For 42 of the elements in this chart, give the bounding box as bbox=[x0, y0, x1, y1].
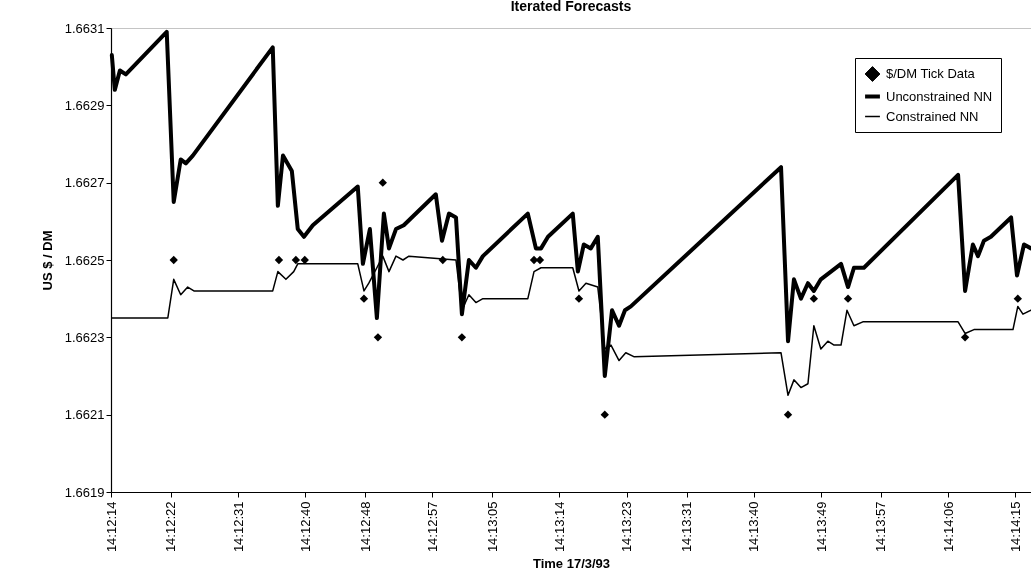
point bbox=[843, 294, 853, 303]
x-tick-label: 14:13:23 bbox=[619, 501, 635, 553]
x-tick-label: 14:14:15 bbox=[1007, 501, 1023, 553]
point bbox=[600, 410, 609, 419]
x-axis-title: Time 17/3/93 bbox=[532, 556, 611, 572]
x-tick-label: 14:13:40 bbox=[746, 501, 762, 553]
point bbox=[574, 294, 584, 303]
point bbox=[809, 294, 819, 303]
y-tick-label: 1.6631 bbox=[64, 20, 105, 36]
y-axis-title: US $ / DM bbox=[39, 230, 55, 291]
point bbox=[960, 333, 970, 342]
point bbox=[274, 255, 284, 265]
x-tick-label: 14:12:40 bbox=[297, 501, 313, 553]
point bbox=[783, 410, 793, 419]
x-tick-label: 14:12:14 bbox=[103, 501, 119, 553]
y-tick-label: 1.6625 bbox=[64, 252, 105, 268]
x-tick-label: 14:12:22 bbox=[163, 501, 179, 553]
point bbox=[378, 178, 387, 187]
x-tick-label: 14:12:31 bbox=[230, 501, 246, 553]
point bbox=[291, 255, 301, 265]
point bbox=[359, 294, 369, 303]
legend-label: Unconstrained NN bbox=[886, 88, 993, 104]
point bbox=[1013, 294, 1022, 303]
chart-title: Iterated Forecasts bbox=[510, 0, 632, 14]
x-tick-label: 14:13:31 bbox=[679, 501, 695, 553]
y-tick-label: 1.6623 bbox=[64, 329, 105, 345]
x-tick-label: 14:12:57 bbox=[424, 501, 440, 553]
y-tick-label: 1.6627 bbox=[64, 175, 105, 191]
x-tick-label: 14:14:06 bbox=[940, 501, 956, 553]
legend-label: $/DM Tick Data bbox=[886, 66, 976, 81]
point bbox=[169, 255, 178, 265]
x-tick-label: 14:13:05 bbox=[484, 501, 500, 553]
point bbox=[373, 333, 383, 342]
x-tick-label: 14:12:48 bbox=[357, 501, 373, 553]
x-tick-label: 14:13:57 bbox=[873, 501, 889, 553]
legend-label: Constrained NN bbox=[886, 108, 979, 124]
y-tick-label: 1.6621 bbox=[64, 407, 105, 423]
y-tick-label: 1.6619 bbox=[64, 484, 105, 500]
y-tick-label: 1.6629 bbox=[64, 97, 105, 113]
point bbox=[457, 333, 467, 342]
x-tick-label: 14:13:49 bbox=[813, 501, 829, 553]
x-tick-label: 14:13:14 bbox=[551, 501, 567, 553]
